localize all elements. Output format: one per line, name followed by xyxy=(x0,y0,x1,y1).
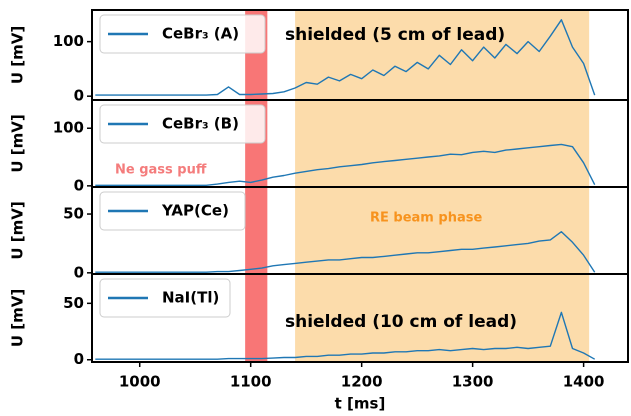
y-tick-label: 0 xyxy=(74,176,84,194)
shaded-region xyxy=(295,100,590,187)
x-tick-label: 1300 xyxy=(452,373,494,391)
legend-label: YAP(Ce) xyxy=(161,202,229,220)
y-tick-label: 0 xyxy=(74,87,84,105)
legend-label: CeBr₃ (B) xyxy=(162,115,239,133)
y-axis-label: U [mV] xyxy=(9,201,27,259)
legend-box xyxy=(99,278,231,318)
legend-box xyxy=(99,104,266,144)
annotation: shielded (5 cm of lead) xyxy=(285,25,505,45)
shaded-region xyxy=(295,187,590,274)
legend-label: CeBr₃ (A) xyxy=(162,25,239,43)
y-axis-label: U [mV] xyxy=(9,289,27,347)
y-axis-label: U [mV] xyxy=(9,26,27,84)
y-tick-label: 0 xyxy=(74,350,84,368)
y-tick-label: 50 xyxy=(63,205,84,223)
y-tick-label: 100 xyxy=(53,32,84,50)
annotation: shielded (10 cm of lead) xyxy=(285,312,517,332)
signal-line xyxy=(95,311,596,360)
shaded-region xyxy=(245,274,268,362)
shaded-region xyxy=(295,10,590,100)
x-tick-label: 1000 xyxy=(119,373,161,391)
y-axis-label: U [mV] xyxy=(9,114,27,172)
x-tick-label: 1400 xyxy=(563,373,605,391)
signal-line xyxy=(95,143,596,186)
y-tick-label: 50 xyxy=(63,294,84,312)
x-tick-label: 1100 xyxy=(230,373,272,391)
panel-frame xyxy=(91,273,629,363)
legend-box xyxy=(99,14,266,54)
legend-box xyxy=(99,191,246,231)
signal-line xyxy=(95,231,596,273)
x-axis-label: t [ms] xyxy=(335,395,386,413)
annotation: RE beam phase xyxy=(370,211,482,226)
y-tick-label: 100 xyxy=(53,119,84,137)
shaded-region xyxy=(245,187,268,274)
signal-line xyxy=(95,19,596,96)
y-tick-label: 0 xyxy=(74,263,84,281)
annotation: Ne gass puff xyxy=(115,163,207,178)
x-tick-label: 1200 xyxy=(341,373,383,391)
legend-label: NaI(Tl) xyxy=(162,289,219,307)
